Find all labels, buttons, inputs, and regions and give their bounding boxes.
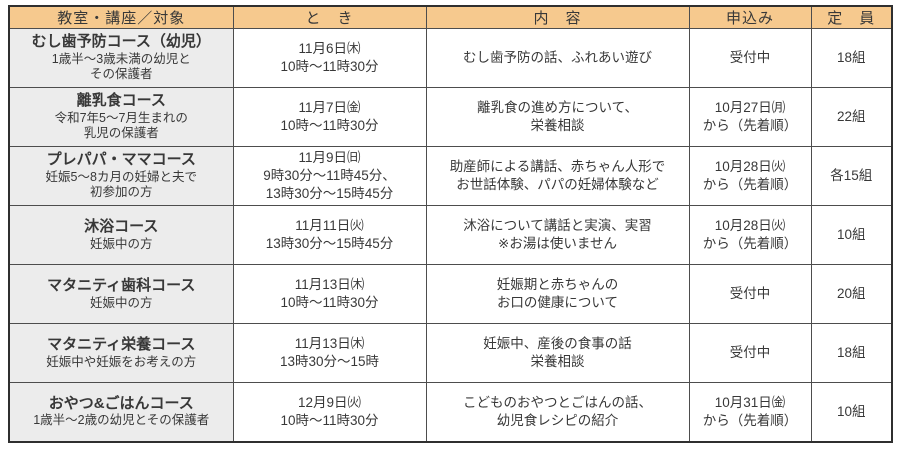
application-cell: 受付中 — [688, 323, 812, 383]
application-cell: 10月31日㈮ から（先着順） — [688, 382, 812, 442]
course-name: マタニティ栄養コース — [47, 335, 196, 353]
course-target: 妊娠中の方 — [89, 295, 153, 310]
capacity-cell: 10組 — [810, 205, 893, 265]
col-header-content: 内 容 — [425, 5, 690, 29]
when-cell: 11月6日㈭ 10時～11時30分 — [232, 28, 427, 88]
when-cell: 11月11日㈫ 13時30分～15時45分 — [232, 205, 427, 265]
application-cell: 受付中 — [688, 264, 812, 324]
capacity-cell: 18組 — [810, 323, 893, 383]
header-row: 教室・講座／対象 と き 内 容 申込み 定 員 — [8, 5, 893, 29]
course-target: 妊娠中の方 — [89, 236, 153, 251]
course-target-cell: マタニティ栄養コース 妊娠中や妊娠をお考えの方 — [8, 323, 234, 383]
course-target-cell: 沐浴コース 妊娠中の方 — [8, 205, 234, 265]
course-target: 1歳半～2歳の幼児とその保護者 — [33, 413, 210, 428]
when-cell: 11月9日㈰ 9時30分～11時45分、 13時30分～15時45分 — [232, 146, 427, 206]
table-row: 離乳食コース 令和7年5～7月生まれの 乳児の保護者 11月7日㈮ 10時～11時3… — [8, 87, 893, 147]
content-cell: 助産師による講話、赤ちゃん人形で お世話体験、パパの妊婦体験など — [425, 146, 690, 206]
content-cell: 離乳食の進め方について、 栄養相談 — [425, 87, 690, 147]
course-target: 妊娠5～8カ月の妊婦と夫で 初参加の方 — [45, 169, 197, 200]
capacity-cell: 18組 — [810, 28, 893, 88]
course-target-cell: プレパパ・ママコース 妊娠5～8カ月の妊婦と夫で 初参加の方 — [8, 146, 234, 206]
table-row: プレパパ・ママコース 妊娠5～8カ月の妊婦と夫で 初参加の方 11月9日㈰ 9時30… — [8, 146, 893, 206]
application-cell: 10月27日㈪ から（先着順） — [688, 87, 812, 147]
when-cell: 11月7日㈮ 10時～11時30分 — [232, 87, 427, 147]
when-cell: 12月9日㈫ 10時～11時30分 — [232, 382, 427, 442]
course-schedule-table: 教室・講座／対象 と き 内 容 申込み 定 員 むし歯予防コース（幼児） 1歳半… — [8, 5, 893, 443]
course-name: 沐浴コース — [84, 217, 159, 235]
content-cell: 妊娠中、産後の食事の話 栄養相談 — [425, 323, 690, 383]
col-header-capacity: 定 員 — [810, 5, 893, 29]
table-row: マタニティ栄養コース 妊娠中や妊娠をお考えの方 11月13日㈭ 13時30分～15時… — [8, 323, 893, 383]
table-row: おやつ&ごはんコース 1歳半～2歳の幼児とその保護者 12月9日㈫ 10時～11時3… — [8, 382, 893, 442]
course-target: 令和7年5～7月生まれの 乳児の保護者 — [54, 110, 188, 141]
course-name: 離乳食コース — [76, 92, 166, 109]
application-cell: 10月28日㈫ から（先着順） — [688, 205, 812, 265]
course-target-cell: 離乳食コース 令和7年5～7月生まれの 乳児の保護者 — [8, 87, 234, 147]
application-cell: 受付中 — [688, 28, 812, 88]
capacity-cell: 10組 — [810, 382, 893, 442]
application-cell: 10月28日㈫ から（先着順） — [688, 146, 812, 206]
course-name: プレパパ・ママコース — [46, 151, 196, 168]
course-target-cell: むし歯予防コース（幼児） 1歳半～3歳未満の幼児と その保護者 — [8, 28, 234, 88]
col-header-application: 申込み — [688, 5, 812, 29]
capacity-cell: 20組 — [810, 264, 893, 324]
content-cell: むし歯予防の話、ふれあい遊び — [425, 28, 690, 88]
course-target: 妊娠中や妊娠をお考えの方 — [46, 354, 197, 369]
course-name: おやつ&ごはんコース — [48, 394, 194, 412]
content-cell: 妊娠期と赤ちゃんの お口の健康について — [425, 264, 690, 324]
when-cell: 11月13日㈭ 13時30分～15時 — [232, 323, 427, 383]
capacity-cell: 各15組 — [810, 146, 893, 206]
col-header-course-target: 教室・講座／対象 — [8, 5, 234, 29]
table-row: むし歯予防コース（幼児） 1歳半～3歳未満の幼児と その保護者 11月6日㈭ 10時… — [8, 28, 893, 88]
content-cell: こどものおやつとごはんの話、 幼児食レシピの紹介 — [425, 382, 690, 442]
capacity-cell: 22組 — [810, 87, 893, 147]
course-name: マタニティ歯科コース — [47, 276, 196, 294]
when-cell: 11月13日㈭ 10時～11時30分 — [232, 264, 427, 324]
course-target-cell: おやつ&ごはんコース 1歳半～2歳の幼児とその保護者 — [8, 382, 234, 442]
col-header-when: と き — [232, 5, 427, 29]
table-row: マタニティ歯科コース 妊娠中の方 11月13日㈭ 10時～11時30分 妊娠期と赤ちゃ… — [8, 264, 893, 324]
table-row: 沐浴コース 妊娠中の方 11月11日㈫ 13時30分～15時45分 沐浴について講話と… — [8, 205, 893, 265]
content-cell: 沐浴について講話と実演、実習 ※お湯は使いません — [425, 205, 690, 265]
course-target-cell: マタニティ歯科コース 妊娠中の方 — [8, 264, 234, 324]
course-target: 1歳半～3歳未満の幼児と その保護者 — [51, 51, 191, 82]
course-name: むし歯予防コース（幼児） — [31, 33, 211, 50]
